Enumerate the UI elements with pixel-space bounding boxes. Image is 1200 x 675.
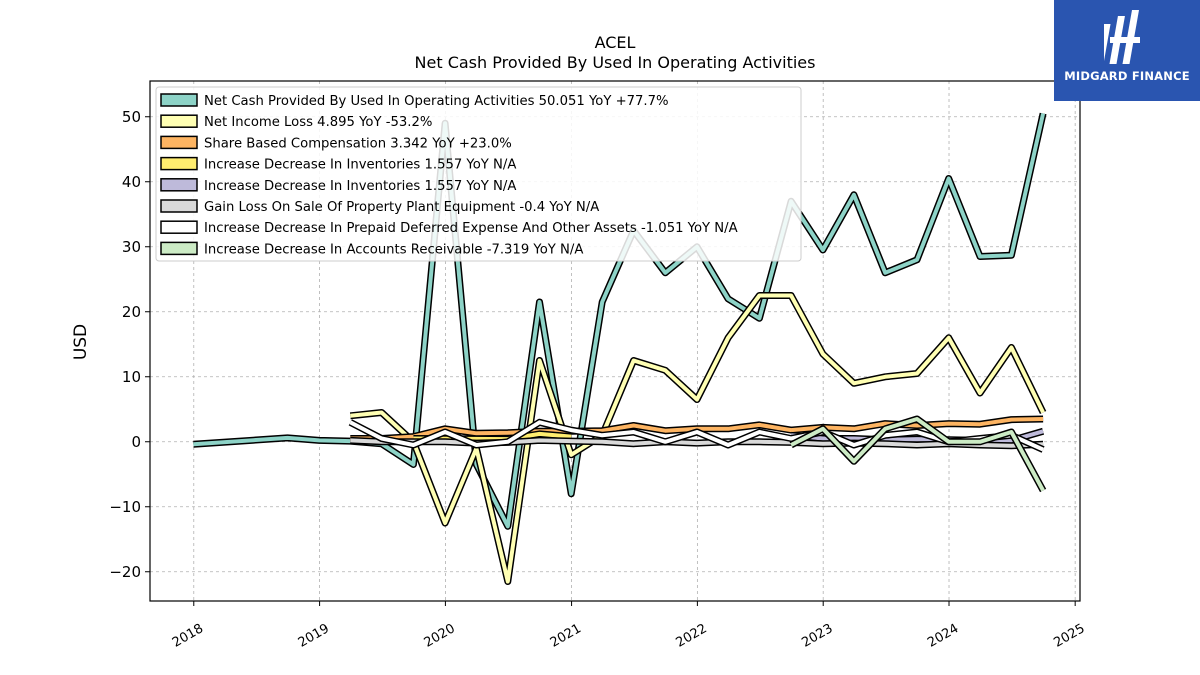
y-tick-label: 20 [122,303,141,321]
legend-entry: Increase Decrease In Inventories 1.557 Y… [160,178,516,194]
chart-title: ACEL [595,33,636,52]
brand-name: MIDGARD FINANCE [1064,69,1190,83]
legend-entry: Net Income Loss 4.895 YoY -53.2% [160,114,432,130]
series-2 [349,292,1047,585]
legend-entry: Increase Decrease In Prepaid Deferred Ex… [160,220,738,236]
y-tick-label: 50 [122,108,141,126]
x-tick-label: 2018 [170,621,206,651]
y-tick-label: 30 [122,238,141,256]
legend-label: Increase Decrease In Inventories 1.557 Y… [204,158,516,173]
series-line [790,417,1045,492]
chart-subtitle: Net Cash Provided By Used In Operating A… [415,53,816,72]
x-tick-label: 2020 [422,621,458,651]
series-8 [789,415,1047,493]
x-tick-label: 2019 [296,621,332,651]
x-tick-label: 2023 [799,621,835,651]
y-tick-label: 40 [122,173,141,191]
x-tick-label: 2025 [1051,621,1087,651]
legend-swatch [160,114,198,128]
legend-swatch [160,178,198,192]
series-line [349,420,1044,452]
legend-swatch [160,156,198,171]
legend-swatch [160,241,198,256]
midgard-logo-icon [1104,10,1140,64]
legend-box [155,86,802,262]
legend-label: Gain Loss On Sale Of Property Plant Equi… [204,200,599,215]
legend-entry: Increase Decrease In Inventories 1.557 Y… [160,156,516,173]
y-tick-label: −20 [109,563,141,581]
series-7 [348,418,1045,453]
legend-entry: Net Cash Provided By Used In Operating A… [160,93,669,109]
legend: Net Cash Provided By Used In Operating A… [155,86,802,262]
legend-label: Increase Decrease In Inventories 1.557 Y… [204,179,516,194]
legend-swatch [160,220,198,234]
legend-label: Net Cash Provided By Used In Operating A… [204,94,669,109]
y-axis-label: USD [71,324,91,360]
legend-swatch [160,199,198,213]
legend-entry: Increase Decrease In Accounts Receivable… [160,241,583,257]
legend-swatch [160,93,198,107]
legend-label: Increase Decrease In Accounts Receivable… [204,242,583,257]
x-tick-label: 2021 [548,621,584,651]
legend-entry: Gain Loss On Sale Of Property Plant Equi… [160,199,599,215]
y-tick-label: 0 [131,433,141,451]
x-tick-label: 2022 [674,621,710,651]
legend-label: Increase Decrease In Prepaid Deferred Ex… [204,221,738,236]
series-line [350,293,1045,584]
y-tick-label: 10 [122,368,141,386]
plot-frame [149,80,1081,602]
x-tick-label: 2024 [925,621,961,651]
legend-label: Share Based Compensation 3.342 YoY +23.0… [204,136,512,151]
y-tick-label: −10 [109,498,141,516]
legend-swatch [160,135,198,150]
legend-label: Net Income Loss 4.895 YoY -53.2% [204,115,432,130]
legend-entry: Share Based Compensation 3.342 YoY +23.0… [160,135,512,151]
brand-logo: MIDGARD FINANCE [1054,0,1200,101]
